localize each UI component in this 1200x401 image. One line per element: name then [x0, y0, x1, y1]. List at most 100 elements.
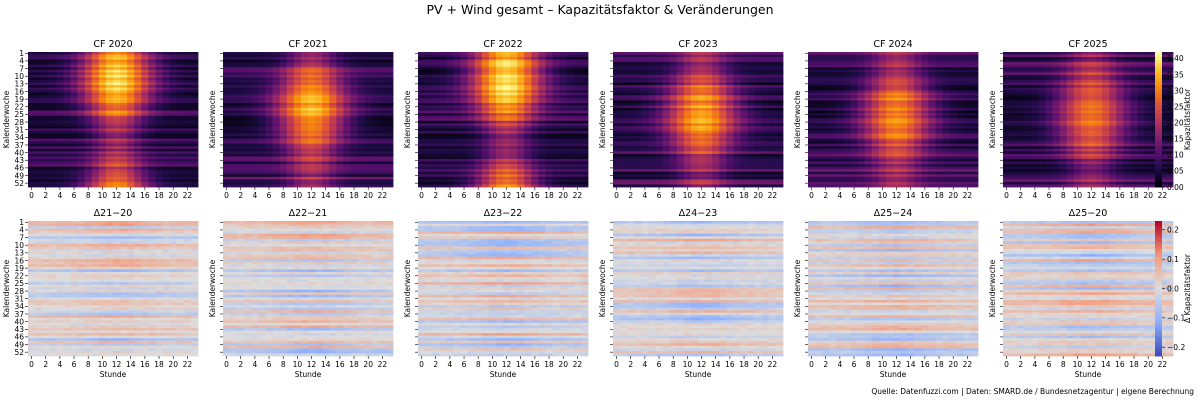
heatmap-cell	[113, 126, 120, 129]
heatmap-cell	[546, 151, 553, 154]
heatmap-cell	[776, 126, 783, 129]
heatmap-cell	[656, 134, 663, 137]
heatmap-cell	[365, 100, 372, 103]
heatmap-cell	[237, 144, 244, 147]
heatmap-cell	[567, 141, 574, 144]
heatmap-cell	[748, 90, 755, 93]
heatmap-cell	[574, 90, 581, 93]
heatmap-cell	[475, 55, 482, 58]
heatmap-cell	[538, 134, 545, 137]
heatmap-cell	[106, 182, 113, 185]
heatmap-cell	[92, 144, 99, 147]
heatmap-cell	[230, 80, 237, 83]
heatmap-cell	[468, 136, 475, 139]
heatmap-cell	[237, 65, 244, 68]
heatmap-cell	[446, 151, 453, 154]
heatmap-cell	[63, 62, 70, 65]
heatmap-cell	[184, 70, 191, 73]
heatmap-cell	[769, 70, 776, 73]
heatmap-cell	[85, 83, 92, 86]
heatmap-cell	[432, 100, 439, 103]
heatmap-cell	[524, 121, 531, 124]
heatmap-cell	[446, 169, 453, 172]
heatmap-cell	[581, 169, 588, 172]
heatmap-cell	[560, 103, 567, 106]
x-tick-label: 10	[98, 191, 108, 200]
heatmap-cell	[560, 90, 567, 93]
heatmap-cell	[266, 93, 273, 96]
heatmap-cell	[365, 113, 372, 116]
heatmap-cell	[468, 95, 475, 98]
heatmap-cell	[482, 139, 489, 142]
heatmap-cell	[63, 105, 70, 108]
heatmap-cell	[336, 70, 343, 73]
heatmap-cell	[439, 167, 446, 170]
heatmap-cell	[524, 95, 531, 98]
heatmap-cell	[538, 167, 545, 170]
heatmap-cell	[425, 83, 432, 86]
heatmap-cell	[489, 116, 496, 119]
heatmap-cell	[496, 75, 503, 78]
heatmap-cell	[301, 131, 308, 134]
heatmap-cell	[627, 123, 634, 126]
heatmap-cell	[386, 169, 393, 172]
heatmap-cell	[453, 164, 460, 167]
heatmap-cell	[266, 100, 273, 103]
heatmap-cell	[35, 182, 42, 185]
heatmap-cell	[581, 90, 588, 93]
heatmap-cell	[63, 128, 70, 131]
heatmap-cell	[425, 52, 432, 55]
heatmap-cell	[677, 156, 684, 159]
heatmap-cell	[170, 154, 177, 157]
heatmap-cell	[546, 128, 553, 131]
heatmap-cell	[28, 85, 35, 88]
heatmap-cell	[641, 108, 648, 111]
heatmap-cell	[425, 103, 432, 106]
heatmap-cell	[78, 172, 85, 175]
heatmap-cell	[620, 123, 627, 126]
heatmap-cell	[258, 100, 265, 103]
heatmap-cell	[358, 164, 365, 167]
heatmap-cell	[127, 105, 134, 108]
heatmap-cell	[28, 174, 35, 177]
heatmap-cell	[191, 154, 198, 157]
heatmap-cell	[71, 121, 78, 124]
heatmap-cell	[56, 182, 63, 185]
heatmap-cell	[641, 62, 648, 65]
heatmap-cell	[71, 85, 78, 88]
heatmap-cell	[184, 57, 191, 60]
heatmap-cell	[141, 118, 148, 121]
heatmap-cell	[42, 177, 49, 180]
heatmap-cell	[156, 65, 163, 68]
heatmap-cell	[769, 98, 776, 101]
panel-title: CF 2020	[93, 39, 132, 50]
heatmap-cell	[35, 111, 42, 114]
heatmap-cell	[106, 146, 113, 149]
heatmap-cell	[517, 83, 524, 86]
heatmap-cell	[120, 90, 127, 93]
heatmap-cell	[641, 70, 648, 73]
heatmap-cell	[581, 134, 588, 137]
heatmap-cell	[560, 85, 567, 88]
heatmap-cell	[482, 151, 489, 154]
heatmap-cell	[538, 151, 545, 154]
heatmap-cell	[531, 93, 538, 96]
heatmap-cell	[705, 103, 712, 106]
heatmap-cell	[358, 177, 365, 180]
heatmap-cell	[251, 149, 258, 152]
heatmap-cell	[418, 88, 425, 91]
heatmap-cell	[726, 156, 733, 159]
heatmap-cell	[258, 123, 265, 126]
heatmap-cell	[446, 159, 453, 162]
heatmap-cell	[613, 154, 620, 157]
heatmap-cell	[78, 88, 85, 91]
heatmap-cell	[641, 95, 648, 98]
heatmap-cell	[148, 108, 155, 111]
heatmap-cell	[127, 116, 134, 119]
heatmap-cell	[308, 113, 315, 116]
heatmap-cell	[113, 144, 120, 147]
heatmap-cell	[524, 75, 531, 78]
heatmap-cell	[28, 162, 35, 165]
heatmap-cell	[237, 134, 244, 137]
heatmap-cell	[99, 52, 106, 55]
